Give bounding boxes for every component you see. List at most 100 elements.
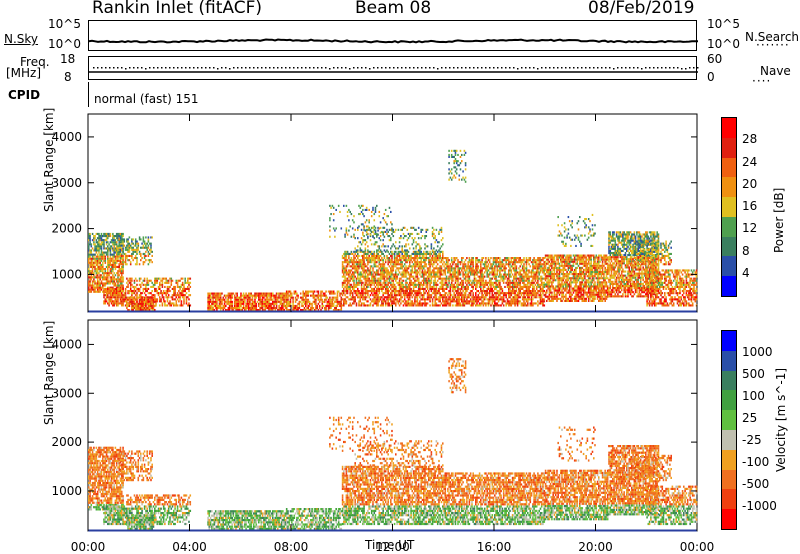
cell	[374, 298, 377, 301]
cell	[436, 254, 439, 257]
cell	[398, 279, 401, 282]
cell	[387, 304, 389, 307]
cell	[395, 265, 397, 268]
cell	[270, 296, 273, 299]
cell	[442, 259, 444, 262]
cell	[424, 247, 426, 250]
cell	[435, 239, 438, 242]
cell	[118, 286, 121, 289]
cell	[448, 296, 450, 299]
cell	[405, 250, 407, 253]
cell	[372, 252, 374, 255]
cell	[226, 309, 228, 312]
cell	[272, 294, 274, 297]
cell	[146, 298, 148, 301]
cell	[397, 247, 400, 250]
cell	[433, 267, 435, 270]
cell	[160, 292, 162, 295]
cell	[439, 287, 441, 290]
cell	[349, 292, 351, 295]
cell	[302, 296, 304, 299]
cell	[127, 246, 129, 249]
cell	[368, 257, 370, 260]
cell	[411, 283, 414, 286]
cell	[509, 273, 511, 276]
cell	[424, 273, 426, 276]
cell	[343, 252, 345, 255]
cell	[89, 270, 91, 273]
cell	[372, 287, 374, 290]
cell	[362, 265, 364, 268]
cell	[453, 261, 455, 264]
cell	[208, 296, 211, 299]
cell	[110, 272, 113, 275]
cell	[209, 307, 212, 310]
cell	[374, 241, 377, 244]
cell	[288, 302, 291, 305]
cell	[374, 275, 377, 278]
cell	[317, 296, 320, 299]
cell	[472, 259, 474, 262]
cell	[121, 243, 123, 246]
cell	[165, 294, 167, 297]
cell	[113, 294, 115, 297]
cell	[145, 309, 147, 312]
cell	[447, 283, 449, 286]
cell	[390, 271, 392, 274]
cell	[390, 273, 392, 276]
cell	[430, 273, 433, 276]
cell	[344, 277, 346, 280]
cell	[357, 273, 359, 276]
cell	[435, 267, 438, 270]
cell	[235, 309, 237, 312]
cell	[415, 261, 417, 264]
cell	[340, 307, 343, 310]
cell	[147, 302, 150, 305]
cell	[119, 254, 122, 257]
cell	[442, 263, 444, 266]
cell	[93, 255, 95, 258]
cell	[124, 298, 127, 301]
cell	[183, 283, 185, 286]
cell	[393, 254, 396, 257]
cell	[151, 307, 153, 310]
cell	[147, 246, 150, 249]
cell	[102, 255, 104, 258]
cell	[393, 294, 396, 297]
cell	[292, 300, 294, 303]
cell	[88, 259, 90, 262]
cell	[188, 290, 190, 293]
cell	[379, 279, 382, 282]
cell	[145, 307, 147, 310]
cell	[96, 272, 99, 275]
cell	[341, 269, 344, 272]
cell	[440, 228, 443, 231]
cell	[417, 261, 420, 264]
cell	[296, 294, 298, 297]
cell	[369, 250, 372, 253]
cell	[379, 263, 382, 266]
cell	[292, 309, 294, 312]
cell	[335, 298, 337, 301]
cell	[274, 298, 277, 301]
cell	[209, 309, 212, 312]
cell	[93, 274, 95, 277]
cell	[485, 279, 487, 282]
cell	[185, 292, 188, 295]
cell	[143, 257, 146, 260]
cell	[136, 279, 138, 282]
cell	[261, 302, 264, 305]
cell	[183, 285, 185, 288]
cell	[440, 273, 443, 276]
cell	[167, 296, 170, 299]
cell	[457, 304, 459, 307]
cell	[121, 248, 123, 251]
cell	[358, 296, 360, 299]
cell	[305, 309, 307, 312]
cell	[225, 296, 227, 299]
cell	[403, 245, 406, 248]
cell	[273, 302, 275, 305]
cell	[132, 298, 134, 301]
cell	[216, 304, 218, 307]
cell	[104, 239, 107, 242]
